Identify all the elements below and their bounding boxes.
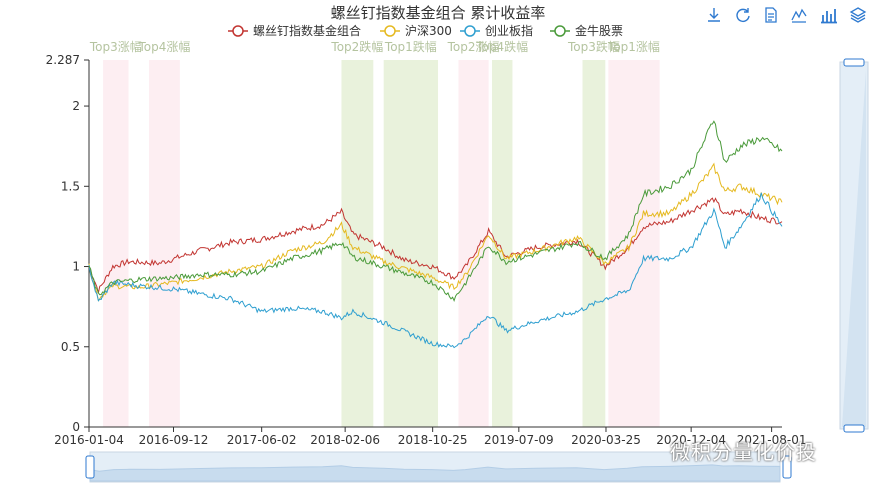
y-tick-label-3: 1.5 <box>61 179 80 193</box>
y-tick-label-2: 1 <box>72 260 80 274</box>
band-7 <box>608 60 660 427</box>
x-tick-label-8: 2021-08-01 <box>737 433 807 447</box>
x-tick-label-5: 2019-07-09 <box>484 433 554 447</box>
stack-icon[interactable] <box>849 6 867 24</box>
legend-swatch-marker-3 <box>554 25 566 37</box>
series-line-3 <box>88 120 783 302</box>
band-6 <box>582 60 606 427</box>
x-zoom-handle-left[interactable] <box>85 455 95 479</box>
band-label-1: Top4涨幅 <box>137 39 190 54</box>
y-zoom-preview <box>842 70 866 427</box>
band-label-4: Top2涨幅 <box>447 39 500 54</box>
legend-item-0[interactable]: 螺丝钉指数基金组合 <box>228 23 361 38</box>
watermark-text: 微积分量化价投 <box>670 440 817 464</box>
x-tick-label-0: 2016-01-04 <box>54 433 124 447</box>
band-0 <box>103 60 129 427</box>
data-view-icon[interactable] <box>762 6 780 24</box>
y-tick-label-1: 0.5 <box>61 340 80 354</box>
y-zoom-handle-bottom[interactable] <box>843 424 865 433</box>
series-line-1 <box>88 162 783 302</box>
line-chart-icon[interactable] <box>790 6 808 24</box>
x-tick-label-1: 2016-09-12 <box>139 433 209 447</box>
x-zoom-handle-right[interactable] <box>782 455 792 479</box>
legend-item-3[interactable]: 金牛股票 <box>550 23 623 38</box>
band-label-7: Top1涨幅 <box>607 39 660 54</box>
legend-swatch-marker-1 <box>384 25 396 37</box>
x-tick-label-6: 2020-03-25 <box>571 433 641 447</box>
legend-swatch-marker-2 <box>464 25 476 37</box>
band-label-0: Top3涨幅 <box>89 39 142 54</box>
x-tick-label-4: 2018-10-25 <box>398 433 468 447</box>
x-tick-label-3: 2018-02-06 <box>310 433 380 447</box>
y-zoom-slider[interactable] <box>839 58 869 433</box>
legend-item-2[interactable]: 创业板指 <box>460 23 533 38</box>
legend-label-0: 螺丝钉指数基金组合 <box>253 23 361 38</box>
legend-swatch-marker-0 <box>232 25 244 37</box>
x-tick-label-2: 2017-06-02 <box>227 433 297 447</box>
legend[interactable]: 螺丝钉指数基金组合 沪深300 创业板指 金牛股票 <box>228 23 623 38</box>
series-line-2 <box>88 192 783 349</box>
download-icon[interactable] <box>705 6 723 24</box>
legend-label-3: 金牛股票 <box>575 23 623 38</box>
x-tick-label-7: 2020-12-04 <box>656 433 726 447</box>
legend-item-1[interactable]: 沪深300 <box>380 24 452 38</box>
band-label-3: Top1跌幅 <box>384 39 437 54</box>
axes <box>88 60 782 428</box>
chart-title: 螺丝钉指数基金组合 累计收益率 <box>331 4 546 22</box>
y-tick-label-0: 0 <box>72 420 80 434</box>
bar-chart-icon[interactable] <box>820 6 838 24</box>
legend-label-2: 创业板指 <box>485 23 533 38</box>
y-tick-label-4: 2 <box>72 99 80 113</box>
series-line-0 <box>88 197 783 293</box>
x-zoom-slider[interactable] <box>85 451 792 483</box>
x-zoom-preview <box>89 464 781 482</box>
band-3 <box>383 60 439 427</box>
band-1 <box>149 60 180 427</box>
band-label-2: Top2跌幅 <box>330 39 383 54</box>
series-lines <box>88 120 783 349</box>
band-2 <box>341 60 374 427</box>
y-zoom-handle-top[interactable] <box>843 58 865 67</box>
band-5 <box>491 60 513 427</box>
refresh-icon[interactable] <box>734 6 752 24</box>
highlight-bands <box>103 60 660 427</box>
band-label-5: Top4跌幅 <box>475 39 528 54</box>
x-axis-ticks: 2016-01-04 2016-09-12 2017-06-02 2018-02-06… <box>54 427 806 447</box>
y-tick-label-5: 2.287 <box>46 53 80 67</box>
y-axis-ticks: 0 0.5 1 1.5 2 2.287 <box>46 53 89 434</box>
band-label-6: Top3跌幅 <box>567 39 620 54</box>
legend-label-1: 沪深300 <box>405 24 452 38</box>
